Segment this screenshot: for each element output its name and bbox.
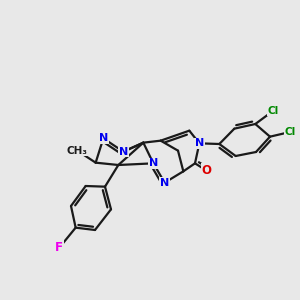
Text: F: F: [55, 241, 63, 254]
Text: Cl: Cl: [284, 127, 296, 137]
Text: CH₃: CH₃: [67, 146, 88, 156]
Text: N: N: [149, 158, 158, 168]
Text: N: N: [160, 178, 169, 188]
Text: N: N: [99, 133, 108, 143]
Text: Cl: Cl: [268, 106, 279, 116]
Text: O: O: [202, 164, 212, 177]
Text: N: N: [195, 138, 204, 148]
Text: N: N: [119, 147, 128, 157]
